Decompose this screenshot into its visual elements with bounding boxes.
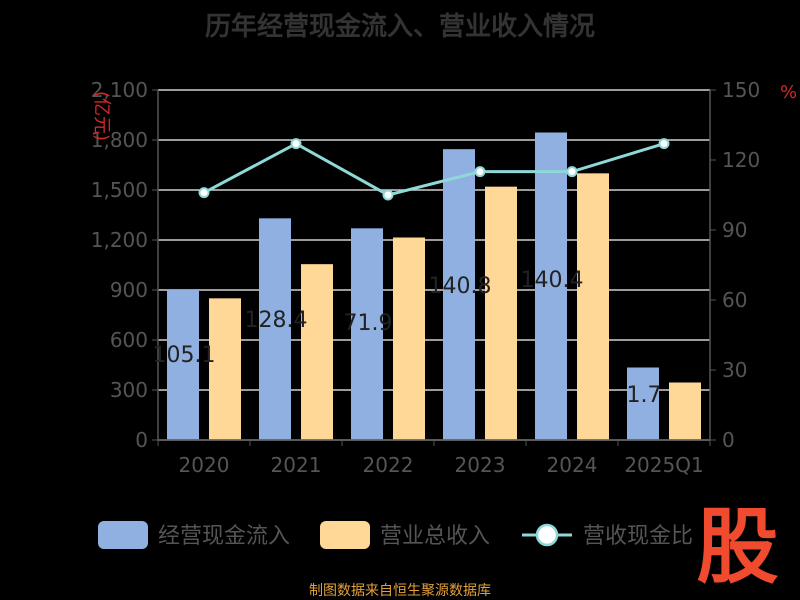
data-labels: 105.1 128.4 71.9 140.8 140.4 1.7 <box>153 268 662 408</box>
y-left-tick-label: 1,800 <box>91 128 148 152</box>
data-label: 1.7 <box>627 383 662 408</box>
y-left-tick-label: 300 <box>110 378 148 402</box>
legend-marker-ratio <box>535 523 559 547</box>
bar-revenue <box>393 237 425 440</box>
y-left-unit: (亿元) <box>91 91 112 141</box>
data-label: 140.4 <box>521 268 584 293</box>
bar-cash-inflow <box>627 367 659 440</box>
x-tick-label: 2022 <box>363 453 414 477</box>
y-right-tick-label: 120 <box>722 148 760 172</box>
y-left-tick-label: 600 <box>110 328 148 352</box>
y-right-tick-label: 30 <box>722 358 747 382</box>
y-left-tick-label: 0 <box>135 428 148 452</box>
bar-cash-inflow <box>259 218 291 440</box>
y-left-tick-label: 1,500 <box>91 178 148 202</box>
bar-revenue <box>209 298 241 440</box>
ratio-line <box>198 138 670 201</box>
y-right-tick-label: 60 <box>722 288 747 312</box>
y-left-tick-label: 900 <box>110 278 148 302</box>
x-tick-label: 2020 <box>179 453 230 477</box>
source-footer: 制图数据来自恒生聚源数据库 <box>309 583 491 599</box>
ratio-point <box>474 166 486 178</box>
legend-label-revenue: 营业总收入 <box>380 524 490 549</box>
x-tick-label: 2024 <box>547 453 598 477</box>
x-tick-label: 2023 <box>455 453 506 477</box>
y-left-tick-label: 2,100 <box>91 78 148 102</box>
y-right-unit: % <box>780 82 797 103</box>
bar-revenue <box>485 186 517 440</box>
data-label: 71.9 <box>344 311 393 336</box>
y-right-tick-label: 0 <box>722 428 735 452</box>
axes: 0 300 600 900 1,200 1,500 1,800 2,100 0 30 60 90 120… <box>91 78 797 477</box>
ratio-line-path <box>203 141 665 197</box>
ratio-point <box>566 166 578 178</box>
bar-cash-inflow <box>351 228 383 440</box>
x-tick-label: 2025Q1 <box>624 453 703 477</box>
data-label: 128.4 <box>245 308 308 333</box>
y-right-tick-label: 150 <box>722 78 760 102</box>
bars <box>167 132 701 441</box>
bar-revenue <box>669 382 701 440</box>
x-tick-label: 2021 <box>271 453 322 477</box>
legend: 经营现金流入 营业总收入 营收现金比 <box>98 521 693 549</box>
chart-title: 历年经营现金流入、营业收入情况 <box>204 12 595 42</box>
y-left-tick-label: 1,200 <box>91 228 148 252</box>
bar-revenue <box>577 173 609 441</box>
bar-cash-inflow <box>443 149 475 440</box>
legend-swatch-cash-inflow <box>98 521 148 549</box>
data-label: 140.8 <box>429 274 492 299</box>
bar-cash-inflow <box>535 132 567 440</box>
ratio-point <box>198 187 210 199</box>
bar-revenue <box>301 264 333 440</box>
ratio-point <box>658 138 670 150</box>
legend-label-cash-inflow: 经营现金流入 <box>158 524 290 549</box>
logo-icon: 股 <box>696 500 779 595</box>
legend-swatch-revenue <box>320 521 370 549</box>
legend-label-ratio: 营收现金比 <box>583 524 693 549</box>
ratio-point <box>382 189 394 201</box>
y-right-tick-label: 90 <box>722 218 747 242</box>
ratio-point <box>290 138 302 150</box>
data-label: 105.1 <box>153 343 216 368</box>
bar-cash-inflow <box>167 290 199 440</box>
